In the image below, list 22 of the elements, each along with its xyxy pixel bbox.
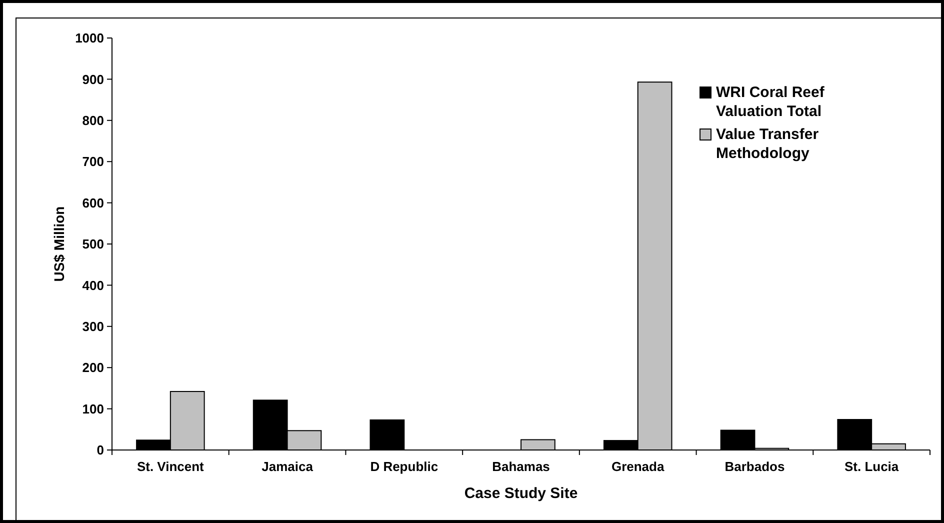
legend-label: WRI Coral Reef Valuation Total [716,84,826,120]
x-tick-label: Bahamas [492,459,550,474]
y-axis-title: US$ Million [51,206,67,282]
y-tick-label: 300 [82,318,104,334]
y-tick-label: 700 [82,154,104,170]
y-tick-label: 400 [82,278,104,293]
x-tick-label: Grenada [611,459,665,474]
x-tick-label: St. Lucia [844,459,900,474]
x-tick-label: D Republic [370,459,438,474]
y-tick-label: 1000 [75,30,104,46]
y-tick-label: 200 [82,360,104,376]
legend-label: Value Transfer Methodology [716,126,819,162]
y-tick-label: 800 [82,112,104,128]
y-tick-label: 100 [82,401,104,416]
x-axis-title: Case Study Site [464,485,578,502]
x-tick-label: St. Vincent [136,459,205,474]
y-tick-label: 0 [96,442,104,458]
x-tick-label: Jamaica [262,459,314,474]
y-tick-label: 600 [82,195,104,210]
x-tick-label: Barbados [724,459,785,474]
y-tick-label: 500 [82,236,104,252]
y-tick-label: 900 [82,72,104,87]
